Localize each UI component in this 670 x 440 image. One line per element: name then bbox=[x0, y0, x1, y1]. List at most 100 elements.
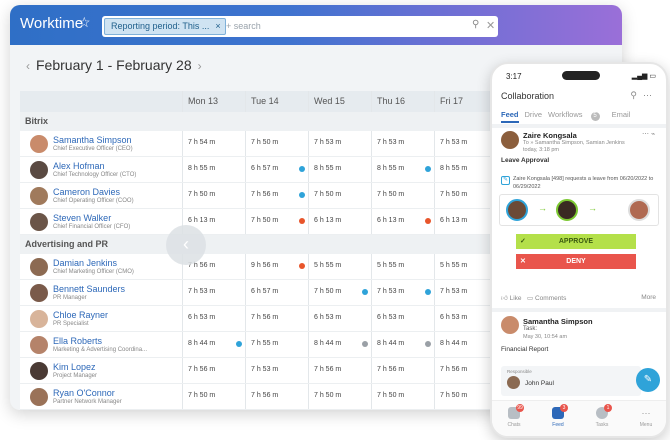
like-button[interactable]: Like bbox=[509, 295, 522, 302]
worktime-cell[interactable]: 8 h 44 m bbox=[440, 340, 468, 347]
worktime-cell[interactable]: 7 h 56 m bbox=[251, 314, 279, 321]
search-icon[interactable]: ⚲ bbox=[630, 90, 643, 100]
comments-button[interactable]: Comments bbox=[534, 295, 567, 302]
worktime-cell[interactable]: 6 h 13 m bbox=[314, 217, 342, 224]
compose-icon[interactable]: ✎ bbox=[636, 368, 660, 392]
worktime-cell[interactable]: 5 h 55 m bbox=[377, 262, 405, 269]
worktime-cell[interactable]: 7 h 50 m bbox=[251, 217, 279, 224]
worktime-cell[interactable]: 5 h 55 m bbox=[440, 262, 468, 269]
worktime-cell[interactable]: 7 h 50 m bbox=[440, 191, 468, 198]
scroll-left-icon[interactable]: ‹ bbox=[166, 225, 206, 265]
worktime-cell[interactable]: 7 h 50 m bbox=[377, 191, 405, 198]
worktime-cell[interactable]: 7 h 56 m bbox=[440, 366, 468, 373]
employee-name[interactable]: Damian Jenkins bbox=[53, 258, 118, 268]
responsible-name[interactable]: John Paul bbox=[525, 380, 554, 387]
employee-name[interactable]: Alex Hofman bbox=[53, 161, 105, 171]
worktime-cell[interactable]: 7 h 53 m bbox=[440, 288, 468, 295]
status-dot[interactable] bbox=[299, 192, 305, 198]
prev-period-icon[interactable]: ‹ bbox=[26, 59, 30, 73]
employee-name[interactable]: Ella Roberts bbox=[53, 336, 103, 346]
worktime-cell[interactable]: 7 h 50 m bbox=[440, 392, 468, 399]
worktime-cell[interactable]: 8 h 55 m bbox=[188, 165, 216, 172]
worktime-cell[interactable]: 7 h 50 m bbox=[188, 392, 216, 399]
table-row[interactable]: Kim Lopez Project Manager 7 h 56 m 7 h 53 m… bbox=[20, 358, 622, 384]
post-author[interactable]: Zaire Kongsala bbox=[523, 131, 577, 140]
worktime-cell[interactable]: 8 h 55 m bbox=[314, 165, 342, 172]
status-dot[interactable] bbox=[425, 218, 431, 224]
search-icon[interactable]: ⚲ bbox=[472, 19, 480, 30]
table-row[interactable]: Steven Walker Chief Financial Officer (CF… bbox=[20, 209, 622, 235]
worktime-cell[interactable]: 8 h 55 m bbox=[440, 165, 468, 172]
nav-chats[interactable]: 99 Chats bbox=[496, 404, 532, 428]
close-icon[interactable]: × bbox=[215, 21, 221, 31]
worktime-cell[interactable]: 6 h 13 m bbox=[440, 217, 468, 224]
employee-name[interactable]: Ryan O'Connor bbox=[53, 388, 115, 398]
status-dot[interactable] bbox=[362, 289, 368, 295]
employee-name[interactable]: Chloe Rayner bbox=[53, 310, 109, 320]
worktime-cell[interactable]: 6 h 57 m bbox=[251, 165, 279, 172]
worktime-cell[interactable]: 7 h 53 m bbox=[440, 139, 468, 146]
worktime-cell[interactable]: 7 h 50 m bbox=[314, 288, 342, 295]
worktime-cell[interactable]: 7 h 56 m bbox=[251, 392, 279, 399]
status-dot[interactable] bbox=[236, 341, 242, 347]
deny-button[interactable]: ✕ DENY bbox=[516, 254, 636, 269]
worktime-cell[interactable]: 6 h 53 m bbox=[188, 314, 216, 321]
worktime-cell[interactable]: 6 h 57 m bbox=[251, 288, 279, 295]
table-row[interactable]: Ryan O'Connor Partner Network Manager 7 h … bbox=[20, 384, 622, 410]
worktime-cell[interactable]: 6 h 53 m bbox=[440, 314, 468, 321]
like-icon[interactable]: 👍︎ bbox=[501, 295, 508, 302]
worktime-cell[interactable]: 7 h 56 m bbox=[188, 366, 216, 373]
worktime-cell[interactable]: 8 h 44 m bbox=[188, 340, 216, 347]
worktime-cell[interactable]: 8 h 44 m bbox=[377, 340, 405, 347]
worktime-cell[interactable]: 7 h 53 m bbox=[188, 288, 216, 295]
worktime-cell[interactable]: 7 h 56 m bbox=[251, 191, 279, 198]
worktime-cell[interactable]: 7 h 53 m bbox=[314, 139, 342, 146]
more-button[interactable]: More bbox=[641, 294, 656, 301]
worktime-cell[interactable]: 7 h 53 m bbox=[251, 366, 279, 373]
worktime-cell[interactable]: 7 h 50 m bbox=[251, 139, 279, 146]
table-row[interactable]: Bennett Saunders PR Manager 7 h 53 m 6 h 57… bbox=[20, 280, 622, 306]
employee-name[interactable]: Samantha Simpson bbox=[53, 135, 132, 145]
worktime-cell[interactable]: 7 h 56 m bbox=[314, 366, 342, 373]
comment-icon[interactable]: ▭ bbox=[526, 295, 534, 302]
search-bar[interactable]: Reporting period: This ... × + search ⚲ ✕ bbox=[102, 16, 498, 37]
pin-icon[interactable]: ⋯ ⌁ bbox=[642, 131, 656, 138]
worktime-cell[interactable]: 8 h 55 m bbox=[377, 165, 405, 172]
search-input[interactable]: + search bbox=[226, 21, 261, 31]
employee-name[interactable]: Bennett Saunders bbox=[53, 284, 126, 294]
worktime-cell[interactable]: 6 h 53 m bbox=[377, 314, 405, 321]
table-row[interactable]: Damian Jenkins Chief Marketing Officer (C… bbox=[20, 254, 622, 280]
tab-email[interactable]: Email bbox=[611, 110, 631, 119]
worktime-cell[interactable]: 7 h 54 m bbox=[188, 139, 216, 146]
employee-name[interactable]: Cameron Davies bbox=[53, 187, 121, 197]
employee-name[interactable]: Kim Lopez bbox=[53, 362, 96, 372]
tab-drive[interactable]: Drive bbox=[524, 110, 543, 119]
status-dot[interactable] bbox=[425, 341, 431, 347]
worktime-cell[interactable]: 7 h 55 m bbox=[251, 340, 279, 347]
status-dot[interactable] bbox=[299, 263, 305, 269]
table-row[interactable]: Samantha Simpson Chief Executive Officer … bbox=[20, 131, 622, 157]
filter-chip[interactable]: Reporting period: This ... × bbox=[104, 18, 226, 35]
status-dot[interactable] bbox=[362, 341, 368, 347]
worktime-cell[interactable]: 7 h 50 m bbox=[314, 191, 342, 198]
nav-menu[interactable]: ⋯ Menu bbox=[628, 407, 664, 428]
status-dot[interactable] bbox=[299, 218, 305, 224]
worktime-cell[interactable]: 7 h 53 m bbox=[377, 288, 405, 295]
worktime-cell[interactable]: 9 h 56 m bbox=[251, 262, 279, 269]
more-icon[interactable]: ⋯ bbox=[643, 90, 658, 100]
table-row[interactable]: Alex Hofman Chief Technology Officer (CTO… bbox=[20, 157, 622, 183]
table-row[interactable]: Ella Roberts Marketing & Advertising Coor… bbox=[20, 332, 622, 358]
clear-icon[interactable]: ✕ bbox=[486, 20, 496, 32]
worktime-cell[interactable]: 6 h 13 m bbox=[188, 217, 216, 224]
worktime-cell[interactable]: 7 h 56 m bbox=[188, 262, 216, 269]
status-dot[interactable] bbox=[299, 166, 305, 172]
next-period-icon[interactable]: › bbox=[197, 59, 202, 73]
star-icon[interactable]: ☆ bbox=[78, 14, 91, 30]
table-row[interactable]: Chloe Rayner PR Specialist 6 h 53 m 7 h 56 … bbox=[20, 306, 622, 332]
status-dot[interactable] bbox=[425, 289, 431, 295]
worktime-cell[interactable]: 7 h 56 m bbox=[377, 366, 405, 373]
nav-feed[interactable]: 3 Feed bbox=[540, 404, 576, 428]
worktime-cell[interactable]: 5 h 55 m bbox=[314, 262, 342, 269]
worktime-cell[interactable]: 7 h 50 m bbox=[377, 392, 405, 399]
approve-button[interactable]: ✓ APPROVE bbox=[516, 234, 636, 249]
